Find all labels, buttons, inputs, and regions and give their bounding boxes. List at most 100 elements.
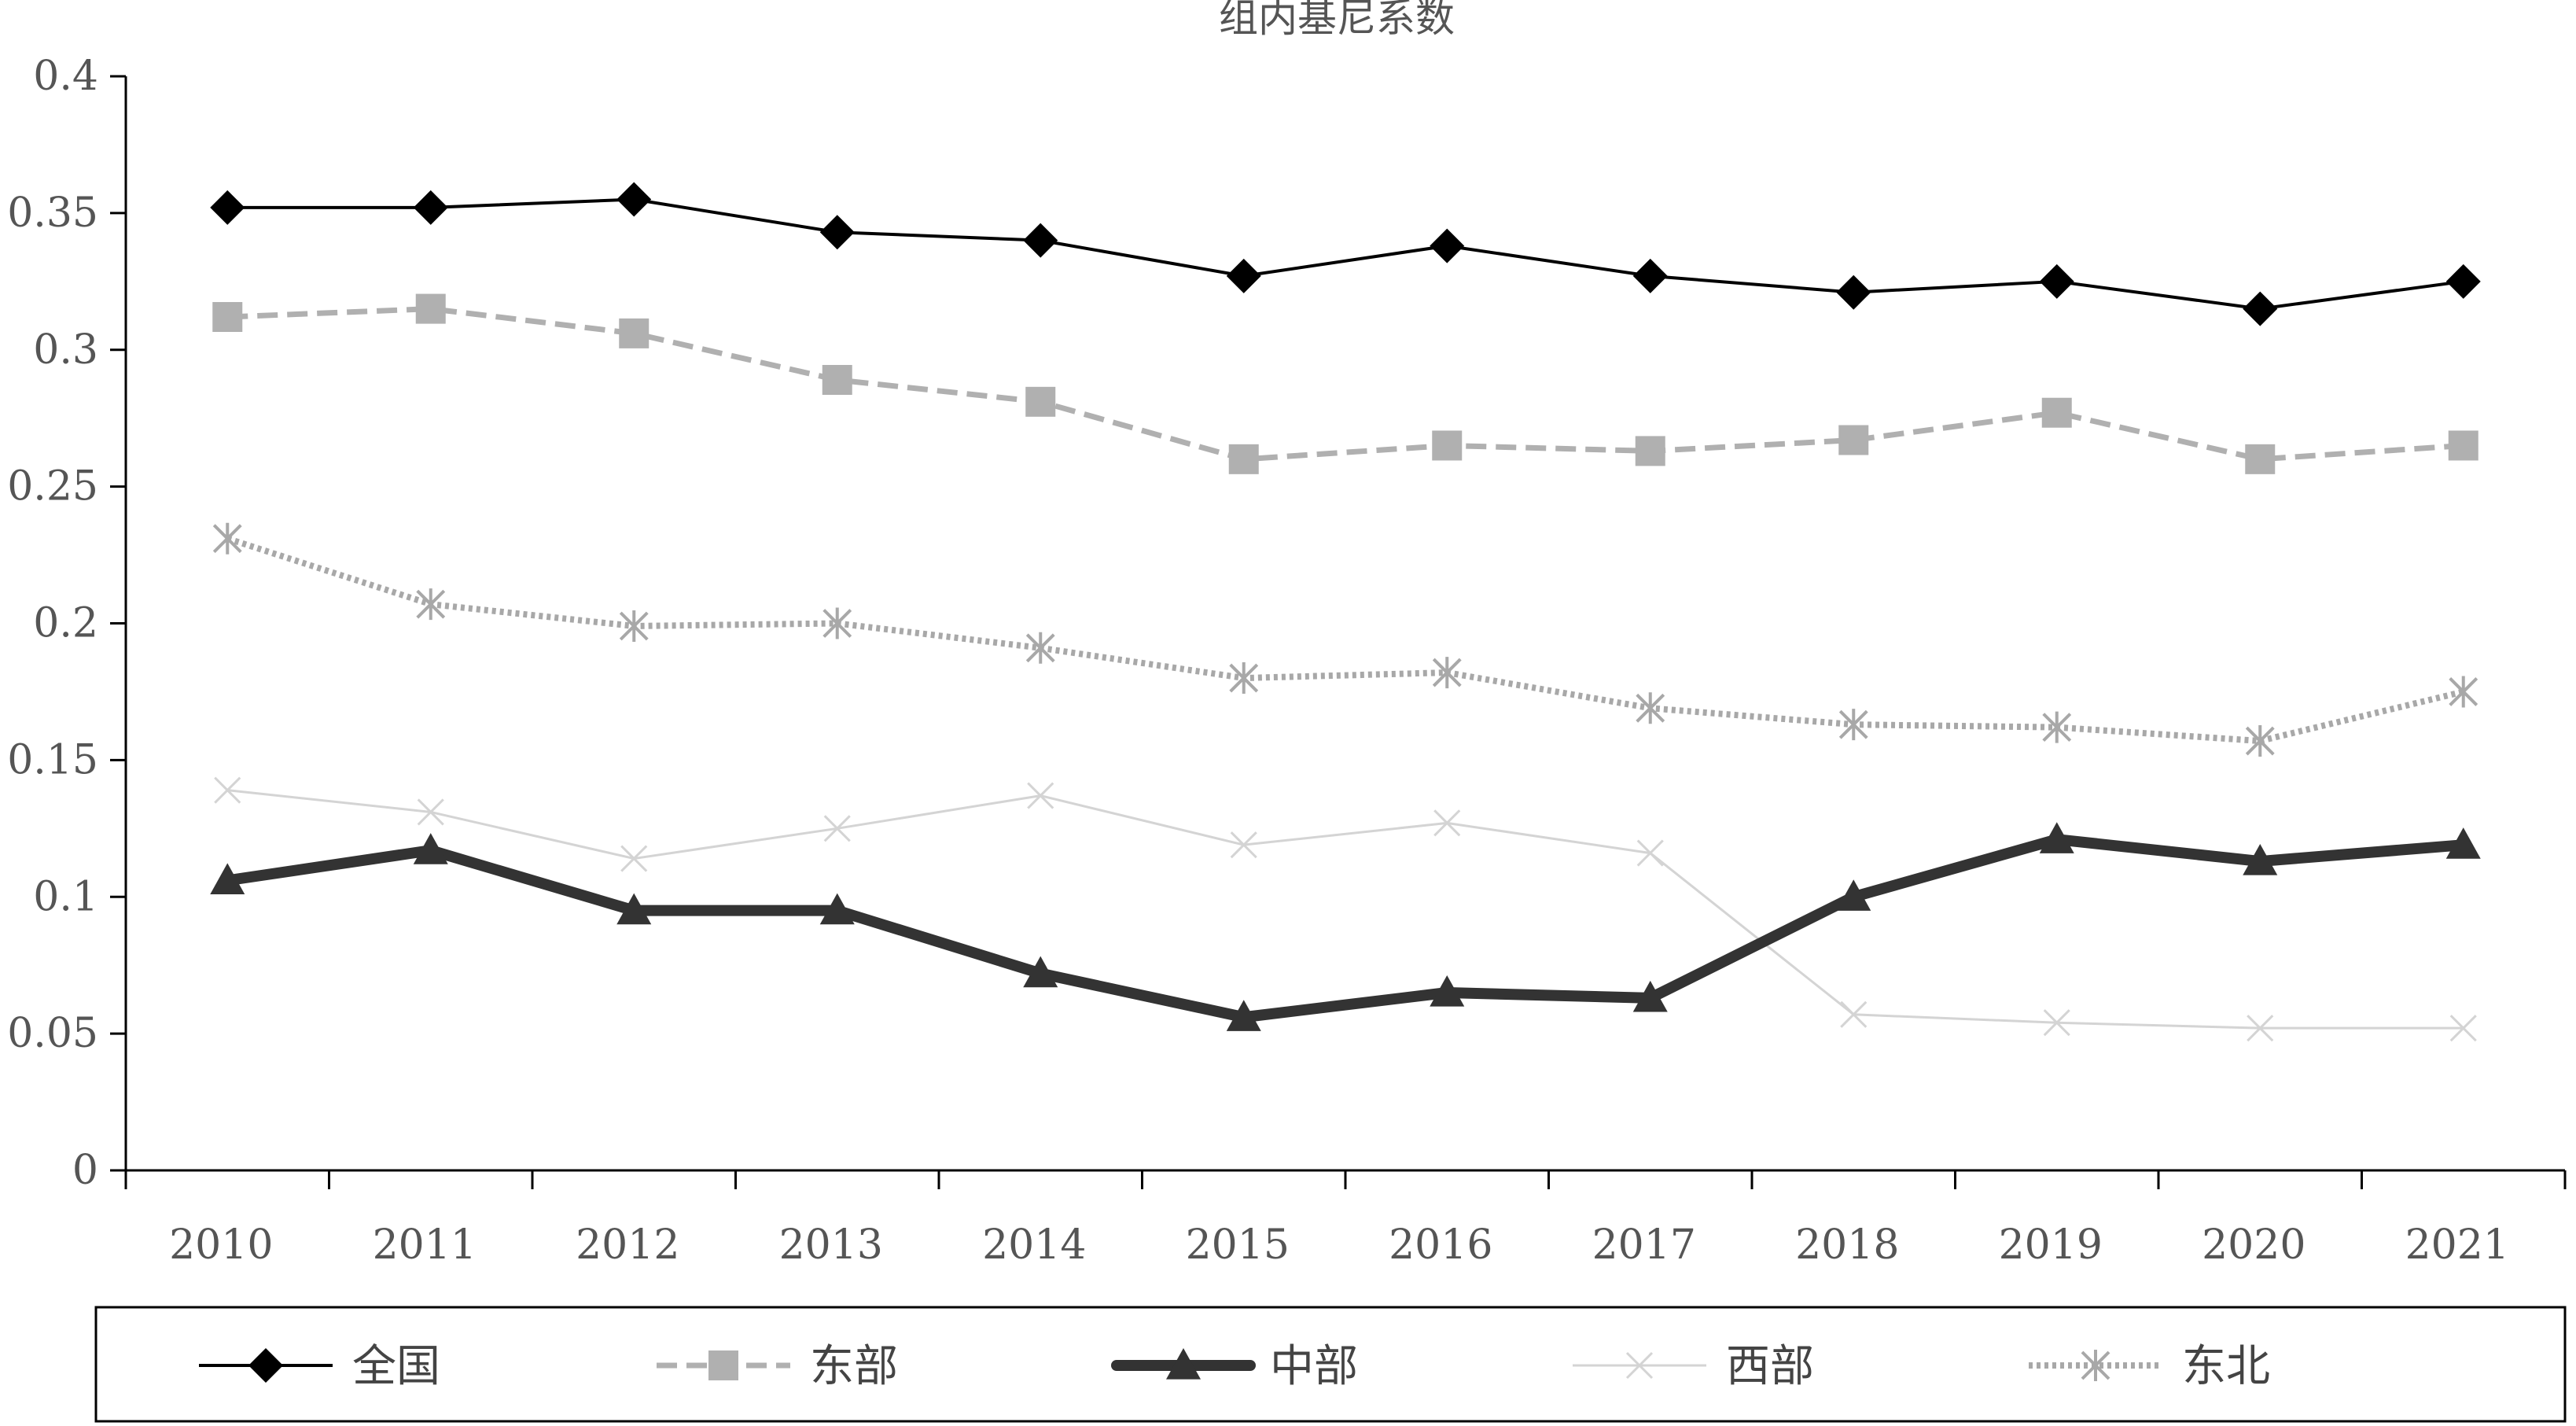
x-tick-label: 2018 [1795, 1221, 1899, 1269]
x-tick-label: 2015 [1186, 1221, 1290, 1269]
data-point [212, 522, 242, 555]
data-point [1226, 1000, 1261, 1031]
data-point [413, 833, 448, 864]
series-5 [212, 522, 2478, 757]
series-line [227, 789, 2464, 1030]
y-tick-label: 0.15 [7, 736, 98, 783]
data-point [1230, 831, 1257, 859]
series-3 [210, 822, 2481, 1031]
data-point [1229, 662, 1259, 695]
y-tick-label: 0.05 [7, 1010, 98, 1057]
data-point [1025, 632, 1055, 664]
y-tick-label: 0.25 [7, 463, 98, 510]
data-point [415, 293, 446, 324]
data-point [819, 215, 855, 250]
data-point [212, 302, 243, 333]
series-line [227, 306, 2464, 462]
x-tick-label: 2013 [779, 1221, 883, 1269]
y-tick-label: 0.1 [33, 873, 98, 920]
data-point [416, 588, 446, 621]
data-point [2245, 725, 2275, 757]
data-point [1228, 444, 1259, 474]
data-point [2243, 291, 2278, 326]
legend-item-5: 东北 [2029, 1341, 2270, 1392]
data-point [822, 607, 852, 639]
data-point [1430, 228, 1465, 263]
legend-swatch-marker [2081, 1350, 2110, 1381]
series-line [226, 535, 2464, 745]
data-point [2041, 397, 2072, 428]
data-point [619, 318, 650, 348]
data-point [2245, 444, 2276, 474]
legend-swatch-marker [708, 1350, 738, 1380]
data-point [1430, 975, 1465, 1007]
legend-label: 西部 [1726, 1341, 1814, 1392]
x-tick-label: 2020 [2202, 1221, 2306, 1269]
data-point [2449, 1015, 2477, 1042]
data-point [1836, 275, 1871, 310]
data-point [2043, 1009, 2070, 1037]
data-point [1632, 980, 1668, 1012]
legend-item-2: 东部 [657, 1341, 898, 1392]
data-point [819, 893, 855, 925]
data-point [2243, 844, 2278, 875]
data-point [2445, 263, 2481, 299]
legend-item-3: 中部 [1111, 1341, 1358, 1392]
data-point [1432, 657, 1462, 689]
data-point [1836, 879, 1871, 911]
legend-label: 东北 [2182, 1341, 2270, 1392]
data-point [1432, 430, 1463, 461]
data-point [413, 190, 448, 225]
axes: 0 0.05 0.1 0.15 0.2 0.25 0.3 0.35 0.4 2010 2011 201… [7, 53, 2567, 1269]
data-point [1636, 692, 1665, 724]
x-tick-label: 2016 [1389, 1221, 1492, 1269]
chart-title: 组内基尼系数 [1219, 0, 1455, 41]
legend-label: 东部 [810, 1341, 898, 1392]
data-point [619, 610, 649, 642]
x-tick-label: 2011 [373, 1221, 477, 1269]
data-point [2039, 263, 2074, 299]
legend-swatch-marker [248, 1348, 283, 1383]
legend-item-1: 全国 [199, 1341, 440, 1392]
legend-label: 全国 [352, 1341, 440, 1392]
y-tick-label: 0.35 [7, 190, 98, 237]
series-line [227, 197, 2464, 311]
data-point [1433, 809, 1461, 837]
legend-box [94, 1306, 2567, 1423]
data-point [2042, 711, 2072, 743]
data-point [417, 798, 444, 826]
data-point [2039, 822, 2074, 853]
data-point [1025, 386, 1056, 417]
data-point [1226, 258, 1261, 293]
legend: 全国 东部 中部 西部 东北 [94, 1306, 2567, 1423]
data-point [210, 190, 245, 225]
data-point [210, 863, 245, 894]
y-tick-label: 0.4 [33, 53, 98, 100]
y-tick-label: 0.2 [33, 600, 98, 647]
data-point [2449, 676, 2478, 708]
data-point [2445, 827, 2481, 859]
data-point [1023, 956, 1058, 988]
data-point [1635, 436, 1665, 466]
x-tick-label: 2021 [2405, 1221, 2509, 1269]
data-point [1840, 1000, 1868, 1028]
series-4 [214, 776, 2477, 1042]
series-layer [210, 182, 2481, 1042]
legend-item-4: 西部 [1573, 1341, 1814, 1392]
data-point [1023, 223, 1058, 258]
data-point [1838, 425, 1869, 455]
y-tick-label: 0 [72, 1147, 98, 1194]
data-point [823, 815, 851, 842]
data-point [2448, 430, 2478, 461]
data-point [1838, 709, 1868, 741]
data-point [2247, 1015, 2274, 1042]
x-tick-label: 2012 [576, 1221, 679, 1269]
series-2 [212, 293, 2478, 474]
x-tick-label: 2014 [982, 1221, 1086, 1269]
legend-swatch-marker [1166, 1348, 1201, 1380]
data-point [822, 365, 852, 396]
x-tick-label: 2017 [1592, 1221, 1696, 1269]
data-point [616, 182, 652, 217]
data-point [620, 845, 648, 872]
